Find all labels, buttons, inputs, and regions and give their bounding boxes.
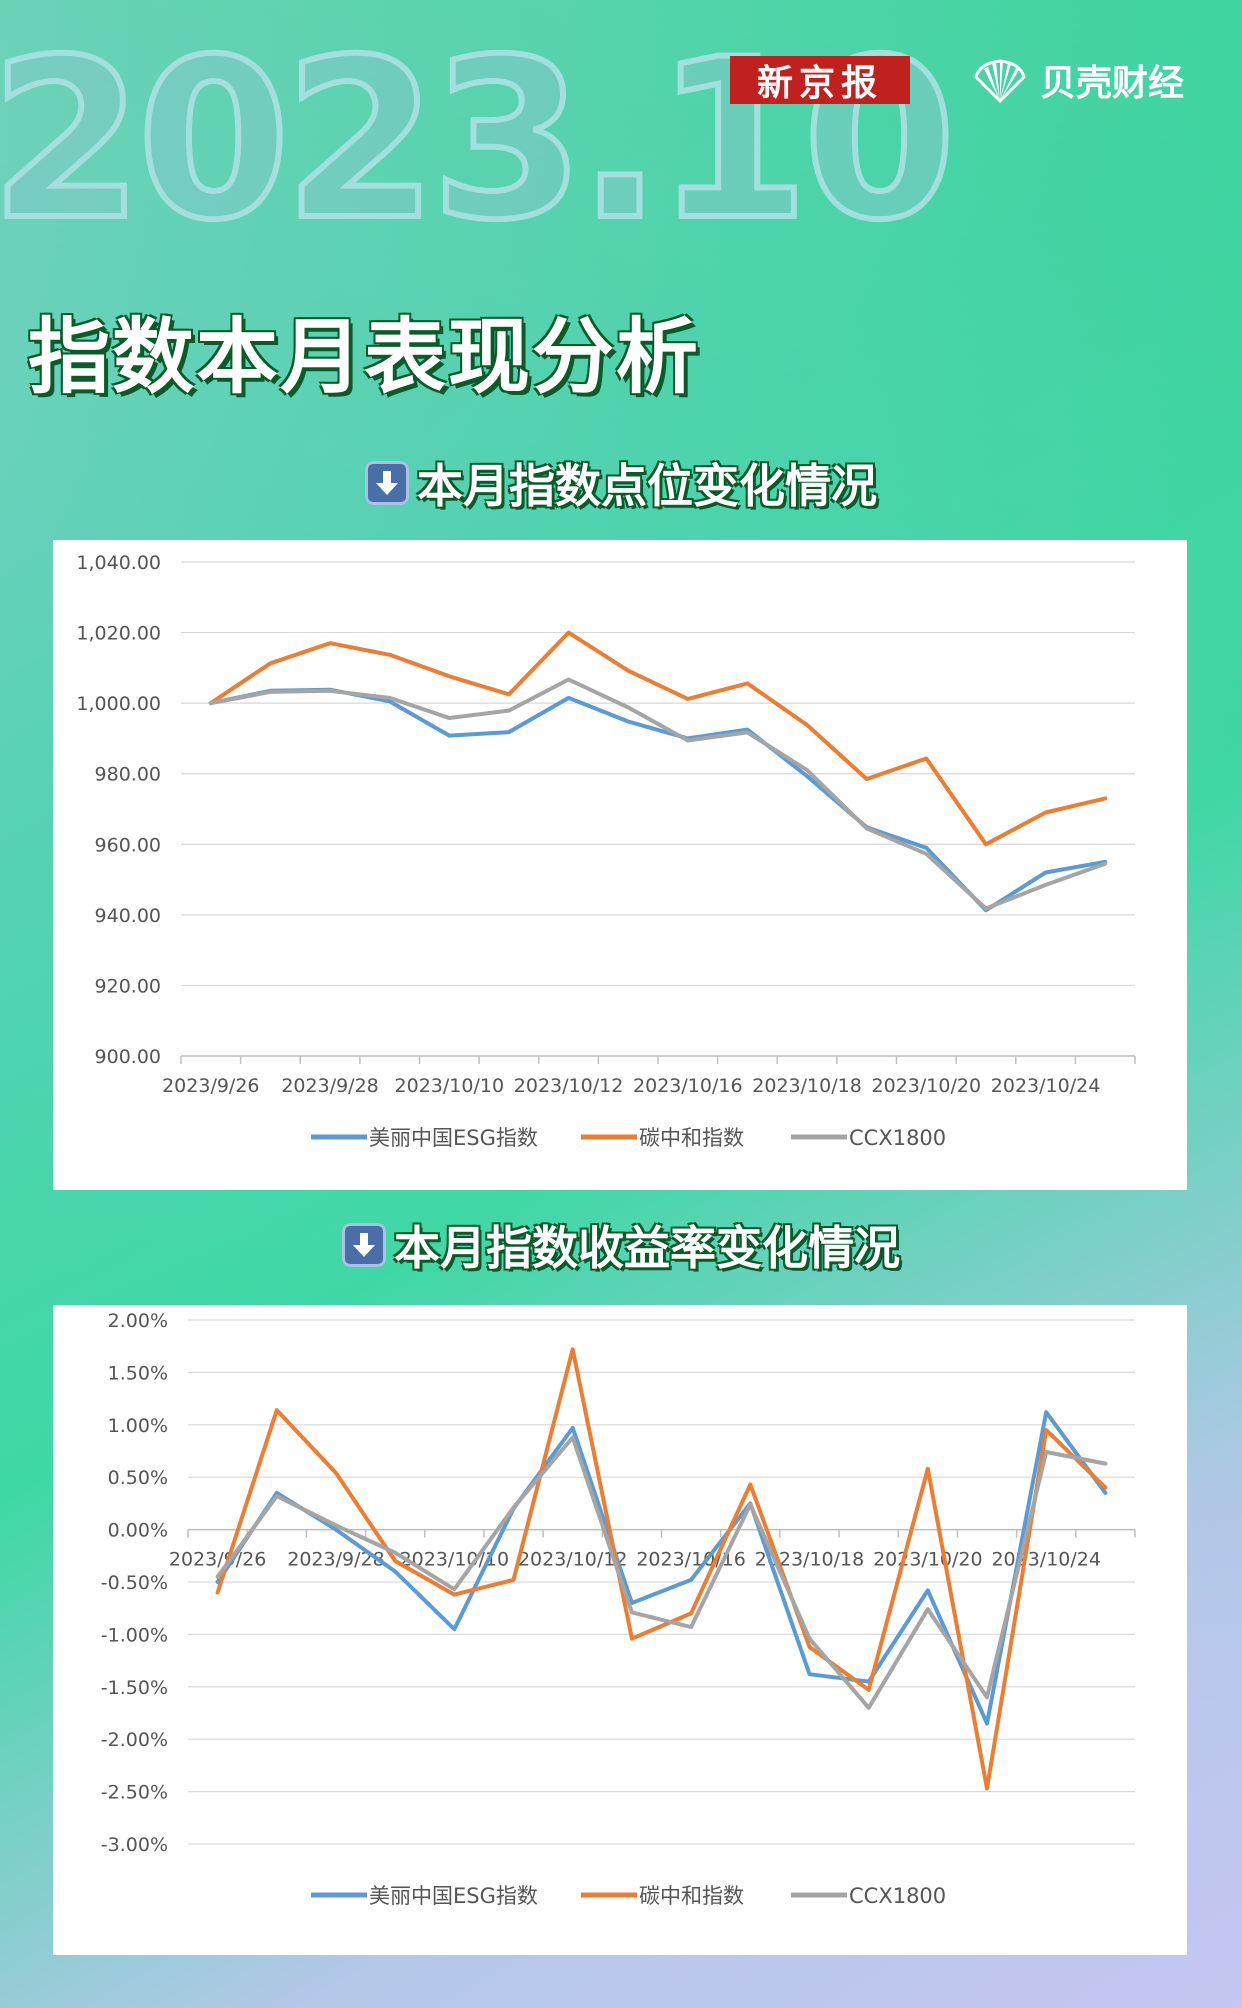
y-tick-label: -0.50% <box>101 1572 168 1594</box>
y-tick-label: 1.50% <box>108 1362 168 1384</box>
down-arrow-icon <box>342 1223 386 1267</box>
series-line-carbon <box>215 1347 1108 1791</box>
y-tick-label: 980.00 <box>95 764 161 786</box>
legend-label-carbon: 碳中和指数 <box>639 1884 744 1908</box>
x-tick-label: 2023/10/24 <box>991 1075 1101 1097</box>
series-line-ccx <box>215 1435 1108 1710</box>
y-tick-label: 1.00% <box>108 1415 168 1437</box>
x-tick-label: 2023/9/26 <box>169 1549 266 1571</box>
x-tick-label: 2023/10/18 <box>752 1075 862 1097</box>
y-tick-label: 1,020.00 <box>76 623 161 645</box>
y-tick-label: 1,000.00 <box>76 693 161 715</box>
x-tick-label: 2023/10/18 <box>755 1549 865 1571</box>
return-rate-line-chart: -3.00% -2.50% -2.00% -1.50% -1.00% -0.50% 0.00… <box>101 1310 1136 1908</box>
y-tick-label: 940.00 <box>95 905 161 927</box>
section-heading-text: 本月指数点位变化情况 <box>417 459 877 513</box>
y-tick-label: 2.00% <box>108 1310 168 1332</box>
legend-label-esg: 美丽中国ESG指数 <box>369 1884 538 1908</box>
beike-finance-logo: 贝壳财经 <box>970 52 1184 108</box>
beike-brand-text: 贝壳财经 <box>1040 63 1185 104</box>
series-line-esg <box>215 1410 1108 1726</box>
y-tick-label: -3.00% <box>101 1834 168 1856</box>
x-tick-label: 2023/9/28 <box>287 1549 384 1571</box>
index-level-line-chart: 900.00 920.00 940.00 960.00 980.00 1,000.00 1,… <box>76 552 1136 1150</box>
legend-label-ccx: CCX1800 <box>849 1126 946 1150</box>
x-tick-label: 2023/10/20 <box>873 1549 983 1571</box>
y-tick-label: -1.50% <box>101 1677 168 1699</box>
section-heading-index-level: 本月指数点位变化情况 <box>0 450 1242 516</box>
legend-label-ccx: CCX1800 <box>849 1884 946 1908</box>
page-title: 指数本月表现分析 <box>28 310 701 405</box>
y-tick-label: 1,040.00 <box>76 552 161 574</box>
down-arrow-icon <box>365 461 409 505</box>
y-tick-label: 0.00% <box>108 1520 168 1542</box>
x-tick-label: 2023/9/26 <box>162 1075 259 1097</box>
y-tick-label: -2.00% <box>101 1729 168 1751</box>
y-tick-label: 960.00 <box>95 834 161 856</box>
legend-label-carbon: 碳中和指数 <box>639 1126 744 1150</box>
y-tick-label: 900.00 <box>95 1046 161 1068</box>
x-tick-label: 2023/10/10 <box>395 1075 505 1097</box>
legend-label-esg: 美丽中国ESG指数 <box>369 1126 538 1150</box>
x-tick-label: 2023/10/12 <box>514 1075 624 1097</box>
y-tick-label: -1.00% <box>101 1624 168 1646</box>
y-tick-label: -2.50% <box>101 1782 168 1804</box>
shell-icon <box>974 59 1026 104</box>
x-tick-label: 2023/10/24 <box>991 1549 1101 1571</box>
x-tick-label: 2023/10/20 <box>872 1075 982 1097</box>
x-tick-label: 2023/10/16 <box>633 1075 743 1097</box>
index-level-chart-card: 900.00 920.00 940.00 960.00 980.00 1,000.00 1,… <box>53 540 1187 1190</box>
return-rate-chart-card: -3.00% -2.50% -2.00% -1.50% -1.00% -0.50% 0.00… <box>53 1305 1187 1955</box>
section-heading-return-rate: 本月指数收益率变化情况 <box>0 1212 1242 1278</box>
y-tick-label: 920.00 <box>95 975 161 997</box>
section-heading-text: 本月指数收益率变化情况 <box>394 1221 900 1275</box>
xinjingbao-logo: 新京报 <box>730 56 910 104</box>
x-tick-label: 2023/9/28 <box>281 1075 378 1097</box>
x-tick-label: 2023/10/12 <box>518 1549 628 1571</box>
y-tick-label: 0.50% <box>108 1467 168 1489</box>
series-line-ccx <box>208 677 1108 911</box>
series-line-carbon <box>208 630 1108 847</box>
